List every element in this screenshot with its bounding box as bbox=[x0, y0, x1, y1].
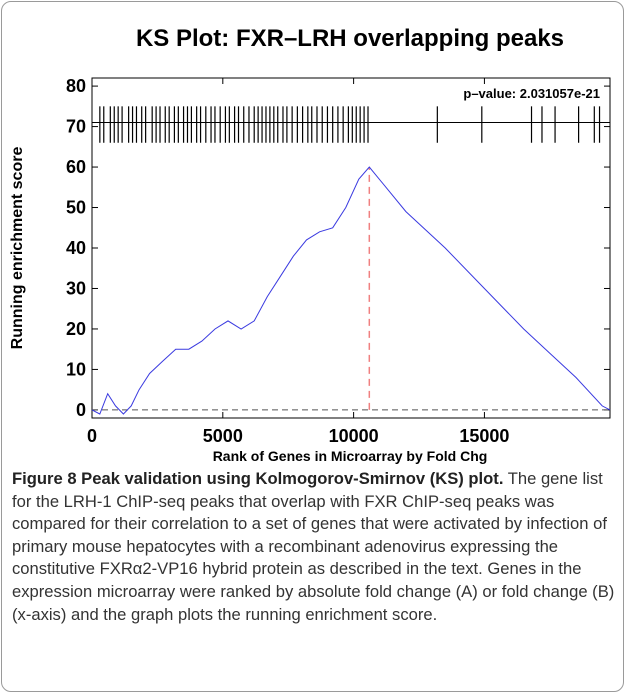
x-tick-label: 0 bbox=[87, 426, 97, 446]
x-tick-label: 5000 bbox=[203, 426, 243, 446]
y-tick-label: 20 bbox=[66, 319, 86, 339]
score-line bbox=[91, 166, 611, 415]
caption-text: The gene list for the LRH-1 ChIP-seq pea… bbox=[12, 469, 615, 624]
y-tick-label: 60 bbox=[66, 157, 86, 177]
chart-title: KS Plot: FXR–LRH overlapping peaks bbox=[136, 25, 564, 52]
x-tick-label: 10000 bbox=[329, 426, 379, 446]
y-tick-label: 40 bbox=[66, 238, 86, 258]
y-tick-label: 30 bbox=[66, 278, 86, 298]
y-tick-label: 50 bbox=[66, 198, 86, 218]
y-tick-label: 70 bbox=[66, 117, 86, 137]
y-tick-label: 0 bbox=[76, 400, 86, 420]
y-tick-label: 10 bbox=[66, 359, 86, 379]
caption-title: Peak validation using Kolmogorov-Smirnov… bbox=[81, 469, 504, 488]
x-axis-label: Rank of Genes in Microarray by Fold Chg bbox=[213, 448, 488, 464]
figure-label: Figure 8 bbox=[12, 469, 77, 488]
y-tick-label: 80 bbox=[66, 76, 86, 96]
caption: Figure 8 Peak validation using Kolmogoro… bbox=[12, 468, 616, 626]
x-tick-label: 15000 bbox=[459, 426, 509, 446]
chart: KS Plot: FXR–LRH overlapping peaks p–val… bbox=[9, 25, 611, 464]
y-axis-label: Running enrichment score bbox=[9, 147, 26, 350]
p-value-annotation: p–value: 2.031057e-21 bbox=[463, 86, 600, 101]
